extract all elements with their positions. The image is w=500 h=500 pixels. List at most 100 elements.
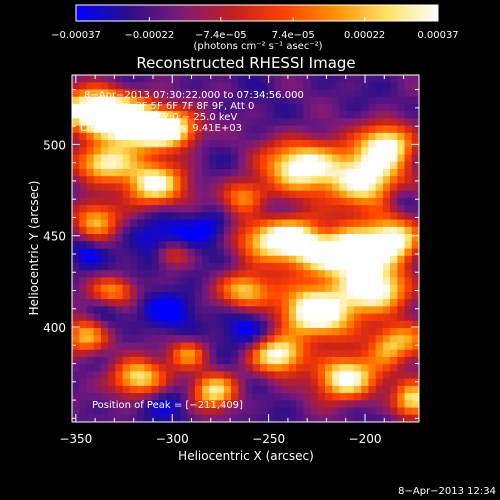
heatmap-cell [303, 212, 311, 220]
heatmap-cell [187, 371, 196, 380]
heatmap-cell [288, 219, 297, 228]
heatmap-cell [165, 132, 174, 141]
heatmap-cell [296, 219, 304, 228]
heatmap-cell [267, 125, 275, 134]
heatmap-cell [404, 400, 413, 408]
heatmap-cell [361, 132, 369, 141]
heatmap-cell [267, 320, 275, 329]
heatmap-cell [194, 197, 203, 206]
heatmap-cell [216, 89, 225, 98]
heatmap-cell [129, 378, 138, 387]
heatmap-cell [245, 291, 254, 300]
heatmap-cell [223, 168, 232, 177]
heatmap-cell [72, 393, 80, 401]
heatmap-cell [238, 226, 246, 235]
heatmap-cell [79, 168, 87, 177]
heatmap-cell [100, 197, 109, 206]
heatmap-cell [310, 168, 319, 177]
heatmap-cell [368, 342, 377, 351]
heatmap-cell [216, 103, 225, 112]
heatmap-cell [404, 154, 413, 163]
heatmap-cell [72, 291, 80, 300]
heatmap-cell [86, 248, 95, 257]
heatmap-cell [281, 154, 290, 163]
heatmap-cell [353, 219, 362, 228]
heatmap-cell [274, 154, 283, 163]
heatmap-cell [238, 75, 246, 83]
heatmap-cell [404, 140, 413, 148]
heatmap-cell [231, 132, 239, 141]
heatmap-cell [296, 356, 304, 365]
heatmap-cell [165, 306, 174, 314]
heatmap-cell [375, 371, 384, 380]
heatmap-cell [317, 393, 326, 401]
heatmap-cell [368, 176, 377, 184]
heatmap-cell [274, 147, 283, 155]
heatmap-cell [404, 414, 413, 423]
heatmap-cell [339, 111, 348, 119]
heatmap-cell [382, 241, 391, 249]
heatmap-cell [382, 82, 391, 90]
heatmap-cell [238, 212, 246, 220]
chart-title: Reconstructed RHESSI Image [136, 54, 355, 72]
heatmap-cell [194, 414, 203, 423]
heatmap-cell [209, 75, 217, 83]
heatmap-cell [397, 154, 405, 163]
heatmap-cell [397, 349, 405, 358]
heatmap-cell [259, 270, 268, 278]
heatmap-cell [361, 356, 369, 365]
heatmap-cell [137, 219, 145, 228]
heatmap-cell [339, 96, 348, 105]
heatmap-cell [216, 371, 225, 380]
heatmap-cell [274, 248, 283, 257]
heatmap-cell [202, 154, 210, 163]
heatmap-cell [267, 197, 275, 206]
heatmap-cell [216, 132, 225, 141]
heatmap-cell [129, 205, 138, 213]
heatmap-cell [375, 414, 384, 423]
heatmap-cell [137, 378, 145, 387]
heatmap-cell [332, 393, 340, 401]
heatmap-cell [382, 342, 391, 351]
heatmap-cell [165, 291, 174, 300]
heatmap-cell [411, 190, 420, 199]
heatmap-cell [231, 103, 239, 112]
heatmap-cell [129, 132, 138, 141]
heatmap-cell [72, 140, 80, 148]
heatmap-cell [108, 154, 116, 163]
heatmap-cell [397, 219, 405, 228]
heatmap-cell [187, 82, 196, 90]
heatmap-cell [180, 385, 189, 394]
heatmap-cell [252, 103, 261, 112]
heatmap-cell [382, 291, 391, 300]
heatmap-cell [353, 371, 362, 380]
colorbar [75, 4, 439, 22]
heatmap-cell [144, 342, 152, 351]
heatmap-cell [325, 320, 333, 329]
heatmap-cell [346, 183, 355, 192]
heatmap-cell [137, 299, 145, 307]
heatmap-cell [252, 75, 261, 83]
heatmap-cell [144, 313, 152, 322]
heatmap-cell [361, 82, 369, 90]
heatmap-cell [173, 248, 181, 257]
heatmap-cell [151, 342, 160, 351]
heatmap-cell [317, 356, 326, 365]
heatmap-cell [122, 356, 131, 365]
heatmap-cell [368, 385, 377, 394]
heatmap-cell [267, 147, 275, 155]
heatmap-cell [375, 277, 384, 286]
heatmap-cell [216, 140, 225, 148]
heatmap-cell [144, 132, 152, 141]
heatmap-cell [346, 147, 355, 155]
heatmap-cell [108, 82, 116, 90]
heatmap-cell [122, 183, 131, 192]
heatmap-cell [259, 118, 268, 127]
heatmap-cell [231, 190, 239, 199]
heatmap-cell [108, 103, 116, 112]
heatmap-cell [93, 313, 102, 322]
heatmap-cell [310, 176, 319, 184]
heatmap-cell [194, 407, 203, 416]
heatmap-cell [194, 118, 203, 127]
heatmap-cell [115, 161, 124, 170]
